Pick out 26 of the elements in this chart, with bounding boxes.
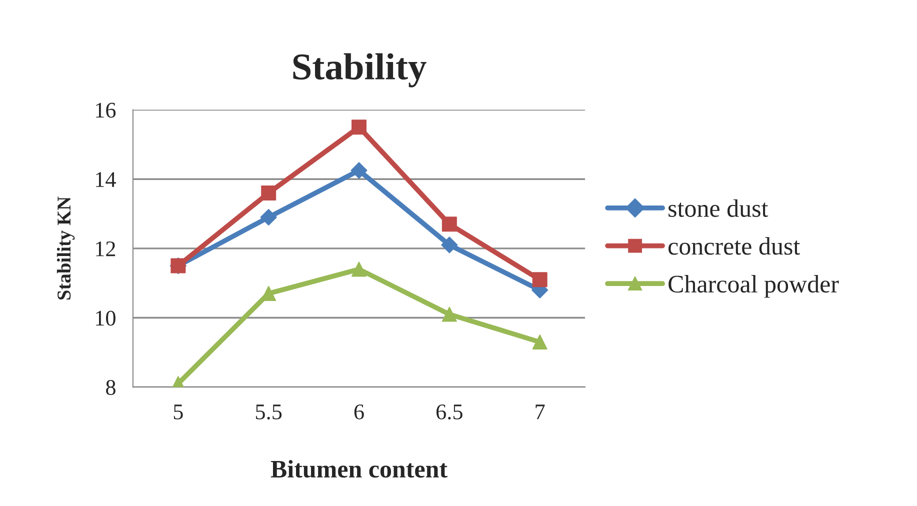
point bbox=[352, 262, 367, 277]
y-tick-label: 16 bbox=[96, 102, 116, 118]
legend-label: stone dust bbox=[668, 199, 768, 217]
x-axis-title: Bitumen content bbox=[270, 460, 448, 478]
x-tick-label: 5 bbox=[174, 404, 183, 420]
point bbox=[441, 236, 458, 254]
y-tick-label: 14 bbox=[96, 172, 116, 187]
legend-label: concrete dust bbox=[668, 237, 800, 255]
y-tick-label: 12 bbox=[96, 241, 116, 256]
y-tick-label: 10 bbox=[96, 310, 116, 326]
y-axis-title: Stability KN bbox=[56, 196, 75, 300]
point bbox=[261, 185, 276, 200]
x-tick-label: 6.5 bbox=[436, 404, 462, 420]
point bbox=[350, 162, 368, 179]
legend-label: Charcoal powder bbox=[668, 275, 839, 298]
x-tick-label: 6 bbox=[354, 404, 364, 420]
x-tick-label: 5.5 bbox=[256, 404, 282, 420]
point bbox=[532, 334, 548, 350]
y-tick-label: 8 bbox=[106, 380, 116, 396]
point bbox=[532, 272, 548, 288]
point bbox=[442, 216, 457, 232]
point bbox=[260, 208, 277, 226]
x-tick-label: 7 bbox=[536, 404, 545, 420]
chart-title: Stability bbox=[293, 53, 426, 88]
point bbox=[352, 120, 367, 135]
point bbox=[442, 306, 457, 322]
